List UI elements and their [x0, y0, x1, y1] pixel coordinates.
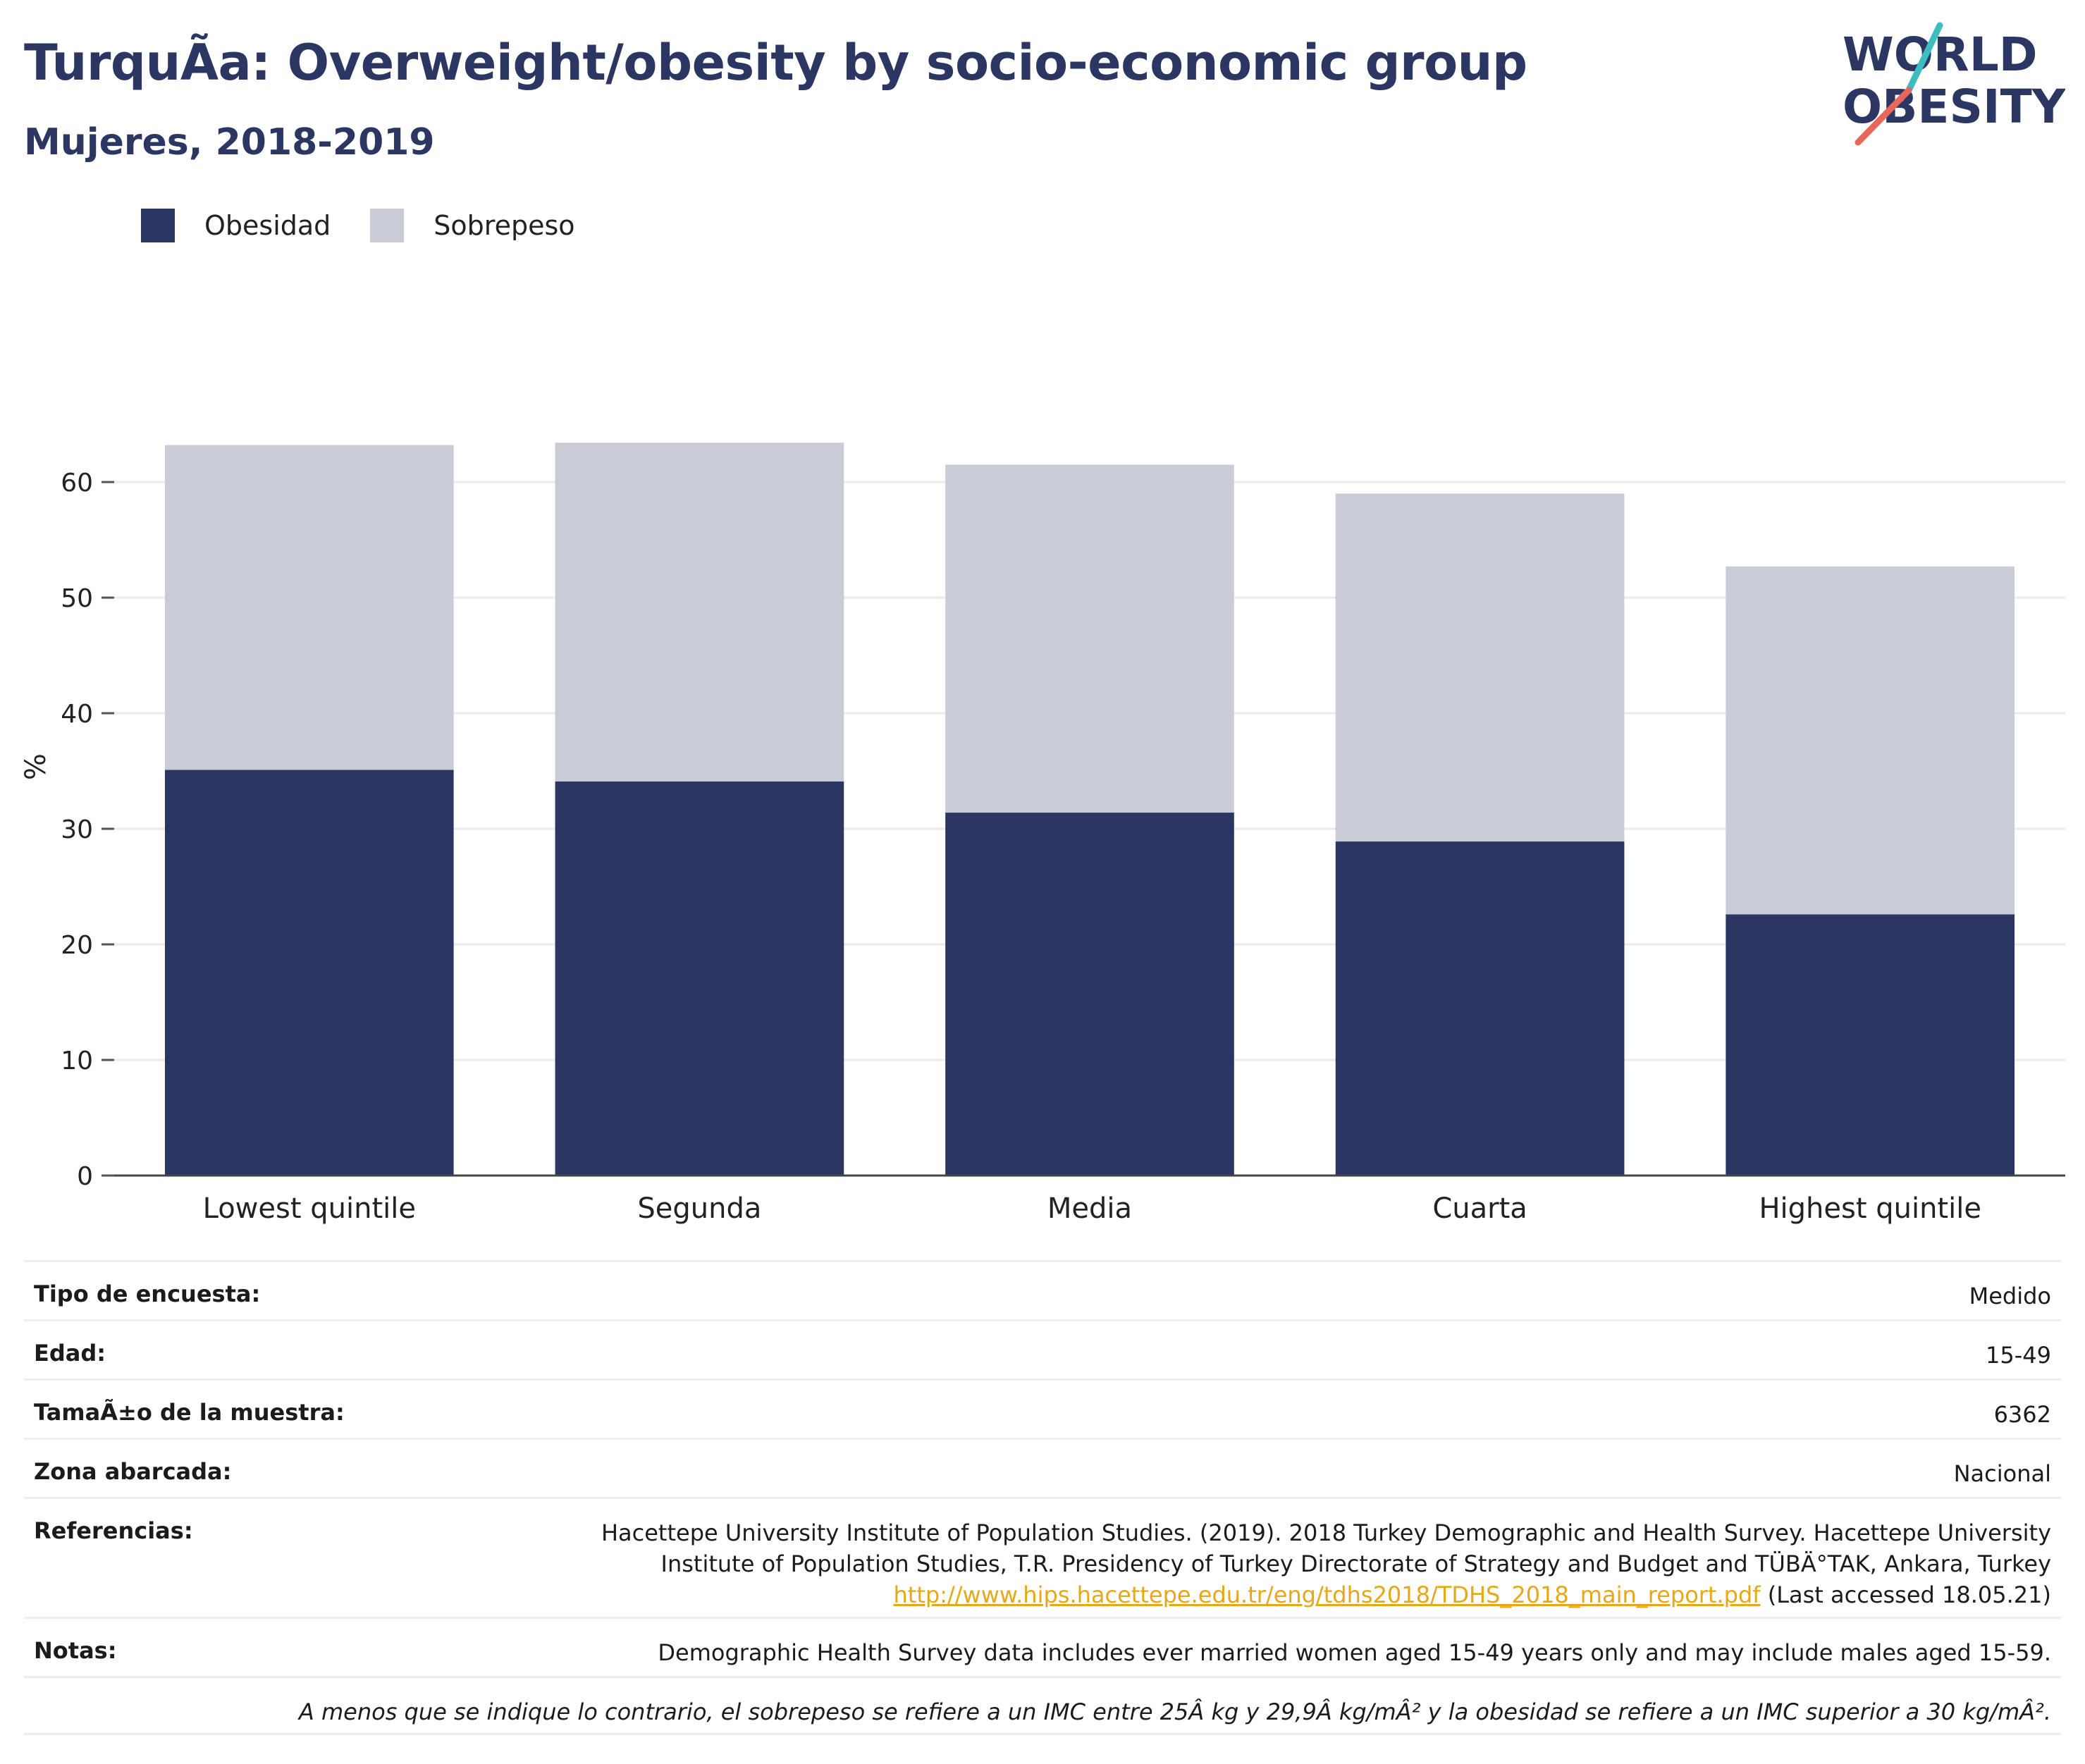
chart-subtitle: Mujeres, 2018-2019	[24, 121, 435, 164]
bar-obesidad-4[interactable]	[1335, 841, 1625, 1176]
y-tick-label: 20	[61, 931, 93, 960]
age-label: Edad:	[34, 1340, 106, 1367]
logo-word-world: WORLD	[1843, 27, 2038, 82]
area-value: Nacional	[1953, 1460, 2051, 1487]
bar-obesidad-3[interactable]	[945, 813, 1234, 1176]
x-tick-label: Lowest quintile	[203, 1192, 416, 1225]
age-value: 15-49	[1986, 1342, 2051, 1369]
x-tick-label: Cuarta	[1432, 1192, 1527, 1225]
legend-label-sobrepeso: Sobrepeso	[433, 210, 575, 241]
info-row-notes: Notas: Demographic Health Survey data in…	[24, 1617, 2061, 1676]
bar-sobrepeso-5[interactable]	[1726, 566, 2015, 915]
info-row-footnote: A menos que se indique lo contrario, el …	[24, 1676, 2061, 1735]
y-tick-label: 10	[61, 1047, 93, 1075]
references-line-1: Hacettepe University Institute of Popula…	[601, 1519, 2051, 1546]
survey-type-value: Medido	[1969, 1283, 2051, 1309]
world-obesity-logo: WORLD OBESITY	[1843, 22, 2065, 146]
references-link[interactable]: http://www.hips.hacettepe.edu.tr/eng/tdh…	[893, 1581, 1761, 1608]
info-row-age: Edad: 15-49	[24, 1319, 2061, 1378]
info-row-area: Zona abarcada: Nacional	[24, 1438, 2061, 1497]
survey-info-table: Tipo de encuesta: Medido Edad: 15-49 Tam…	[24, 1260, 2061, 1735]
survey-type-label: Tipo de encuesta:	[34, 1281, 261, 1307]
sample-value: 6362	[1993, 1401, 2051, 1428]
bar-obesidad-5[interactable]	[1726, 914, 2015, 1176]
y-tick-label: 50	[61, 584, 93, 613]
bar-sobrepeso-1[interactable]	[164, 445, 454, 770]
area-label: Zona abarcada:	[34, 1458, 232, 1485]
logo-slash-teal	[1905, 22, 1943, 94]
logo-slash-red	[1855, 87, 1912, 146]
legend-item-obesidad[interactable]: Obesidad	[141, 209, 331, 242]
bar-sobrepeso-2[interactable]	[555, 443, 844, 782]
references-line-3: http://www.hips.hacettepe.edu.tr/eng/tdh…	[601, 1579, 2051, 1610]
references-value: Hacettepe University Institute of Popula…	[601, 1517, 2051, 1610]
logo-word-obesity: OBESITY	[1843, 80, 2065, 134]
x-tick-label: Segunda	[637, 1192, 761, 1225]
y-tick-label: 0	[77, 1162, 93, 1191]
info-row-sample: TamaÃ±o de la muestra: 6362	[24, 1378, 2061, 1438]
bars	[164, 443, 2015, 1176]
y-tick-label: 30	[61, 815, 93, 844]
y-axis-label: %	[20, 753, 52, 780]
x-tick-label: Media	[1047, 1192, 1132, 1225]
chart-title: TurquÃa: Overweight/obesity by socio-eco…	[24, 34, 1527, 92]
y-tick-label: 60	[61, 469, 93, 498]
axes: 0 10 20 30 40 50 60 Lowest quintile Segunda Media…	[61, 469, 2065, 1225]
bar-sobrepeso-3[interactable]	[945, 464, 1234, 813]
info-row-references: Referencias: Hacettepe University Instit…	[24, 1497, 2061, 1617]
legend-item-sobrepeso[interactable]: Sobrepeso	[370, 209, 575, 242]
notes-label: Notas:	[34, 1637, 117, 1664]
x-tick-label: Highest quintile	[1759, 1192, 1981, 1225]
info-row-survey-type: Tipo de encuesta: Medido	[24, 1260, 2061, 1319]
references-accessed: (Last accessed 18.05.21)	[1760, 1581, 2051, 1608]
footnote-text: A menos que se indique lo contrario, el …	[298, 1698, 2051, 1725]
sample-label: TamaÃ±o de la muestra:	[34, 1399, 345, 1426]
references-label: Referencias:	[34, 1517, 193, 1544]
stacked-bar-chart: 0 10 20 30 40 50 60 Lowest quintile Segunda Media…	[20, 443, 2065, 1225]
y-tick-label: 40	[61, 700, 93, 729]
bar-obesidad-2[interactable]	[555, 781, 844, 1176]
notes-value: Demographic Health Survey data includes …	[658, 1639, 2051, 1666]
legend-label-obesidad: Obesidad	[204, 210, 331, 241]
legend-swatch-obesidad	[141, 209, 175, 242]
references-line-2: Institute of Population Studies, T.R. Pr…	[660, 1550, 2052, 1577]
legend-swatch-sobrepeso	[370, 209, 405, 242]
legend: Obesidad Sobrepeso	[141, 209, 615, 242]
bar-sobrepeso-4[interactable]	[1335, 493, 1625, 842]
bar-obesidad-1[interactable]	[164, 770, 454, 1176]
